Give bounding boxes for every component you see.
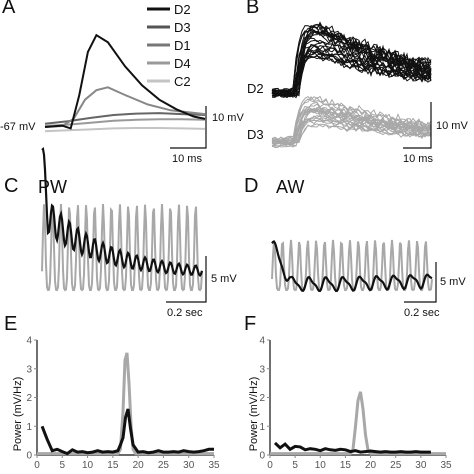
plot-e: 0 5 10 15 20 25 30 35 0 1 2 3 4 — [26, 336, 220, 472]
panel-c-traces — [41, 146, 204, 292]
e-xtick-35: 35 — [208, 460, 220, 471]
panel-b-traces — [271, 21, 432, 149]
scalebar-b — [403, 102, 432, 149]
traces-c-membrane-trace — [41, 146, 204, 278]
panel-d: D AW 5 mV 0.2 sec — [244, 175, 466, 319]
legend-item-d3: D3 — [174, 20, 191, 35]
e-ytick-3: 3 — [26, 364, 32, 375]
f-ytick-3: 3 — [259, 364, 265, 375]
baseline-label: -67 mV — [0, 121, 36, 133]
d2-trace-22 — [271, 50, 432, 95]
panel-title-d: AW — [276, 177, 304, 197]
scalebar-b-v: 10 mV — [436, 120, 468, 132]
scalebar-c-h: 0.2 sec — [167, 307, 203, 319]
f-xtick-0: 0 — [267, 460, 273, 471]
f-ytick-4: 4 — [259, 336, 265, 347]
trace-label-d3: D3 — [247, 127, 264, 142]
d3-trace-18 — [271, 107, 432, 143]
f-xtick-25: 25 — [390, 460, 402, 471]
panel-label-a: A — [2, 0, 16, 18]
panel-a-traces — [44, 33, 206, 133]
series-d2 — [44, 33, 206, 130]
scalebar-d-h: 0.2 sec — [404, 307, 440, 319]
e-ytick-1: 1 — [26, 422, 32, 433]
panel-label-b: B — [246, 0, 259, 18]
panel-title-c: PW — [38, 177, 67, 197]
scalebar-d-v: 5 mV — [440, 276, 466, 288]
e-series-1 — [40, 408, 214, 456]
d3-trace-12 — [271, 118, 432, 146]
y-axis-label-e: Power (mV/Hz) — [12, 377, 24, 452]
d3-trace-4 — [271, 123, 432, 145]
legend-item-d4: D4 — [174, 56, 191, 71]
panel-b: B D2 D3 10 mV 10 ms — [246, 0, 468, 165]
panel-a: A -67 mV D2 D3 D1 D4 C2 10 mV 10 ms — [0, 0, 244, 165]
traces-d-membrane-trace — [271, 240, 433, 293]
f-ytick-0: 0 — [259, 451, 265, 462]
legend-item-c2: C2 — [174, 74, 191, 89]
plot-f: 0 5 10 15 20 25 30 35 0 1 2 3 4 — [259, 336, 452, 472]
e-ytick-2: 2 — [26, 393, 32, 404]
e-xtick-5: 5 — [60, 460, 66, 471]
panel-c: C PW 5 mV 0.2 sec — [4, 146, 237, 319]
legend-item-d2: D2 — [174, 2, 191, 17]
e-xtick-10: 10 — [82, 460, 94, 471]
f-xtick-15: 15 — [340, 460, 352, 471]
scalebar-d — [404, 262, 437, 303]
e-xtick-0: 0 — [34, 460, 40, 471]
e-xtick-15: 15 — [107, 460, 119, 471]
e-series-0 — [37, 352, 214, 456]
f-xtick-30: 30 — [415, 460, 427, 471]
panel-label-e: E — [4, 313, 17, 335]
f-ytick-1: 1 — [259, 422, 265, 433]
f-xtick-10: 10 — [315, 460, 327, 471]
f-xtick-5: 5 — [292, 460, 298, 471]
f-series-1 — [273, 441, 431, 454]
panel-label-f: F — [244, 313, 256, 335]
e-ytick-0: 0 — [26, 451, 32, 462]
scalebar-a-h: 10 ms — [172, 153, 202, 165]
legend-item-d1: D1 — [174, 38, 191, 53]
series-c2 — [44, 127, 206, 133]
y-axis-label-f: Power (mV/Hz) — [248, 377, 260, 452]
f-series-0 — [270, 391, 446, 456]
d2-trace-24 — [271, 31, 432, 97]
trace-label-d2: D2 — [247, 81, 264, 96]
series-d3 — [44, 86, 206, 128]
d2-trace-15 — [271, 53, 432, 97]
e-xtick-20: 20 — [133, 460, 145, 471]
d2-trace-23 — [271, 44, 432, 96]
f-ytick-2: 2 — [259, 393, 265, 404]
e-xtick-25: 25 — [158, 460, 170, 471]
panel-label-c: C — [4, 175, 18, 197]
scalebar-b-h: 10 ms — [403, 153, 433, 165]
d2-trace-16 — [271, 44, 432, 95]
panel-label-d: D — [244, 175, 258, 197]
scalebar-a — [170, 106, 207, 149]
e-xtick-30: 30 — [183, 460, 195, 471]
d3-trace-21 — [271, 101, 432, 149]
scalebar-a-v: 10 mV — [212, 112, 244, 124]
e-ytick-4: 4 — [26, 336, 32, 347]
scalebar-c — [166, 256, 207, 303]
panel-e: E Power (mV/Hz) 0 5 10 15 20 25 30 35 0 1 2 3 4 — [4, 313, 220, 471]
f-xtick-35: 35 — [440, 460, 452, 471]
f-xtick-20: 20 — [365, 460, 377, 471]
panel-d-traces — [271, 239, 433, 293]
d2-trace-21 — [271, 21, 432, 92]
d3-trace-19 — [271, 118, 432, 148]
panel-f: F Power (mV/Hz) 0 5 10 15 20 25 30 35 0 1 2 3 4 — [244, 313, 452, 471]
scalebar-c-v: 5 mV — [211, 273, 237, 285]
d2-trace-25 — [271, 24, 432, 95]
traces-c-whisker-trace — [41, 203, 203, 292]
legend-a: D2 D3 D1 D4 C2 — [147, 2, 191, 89]
